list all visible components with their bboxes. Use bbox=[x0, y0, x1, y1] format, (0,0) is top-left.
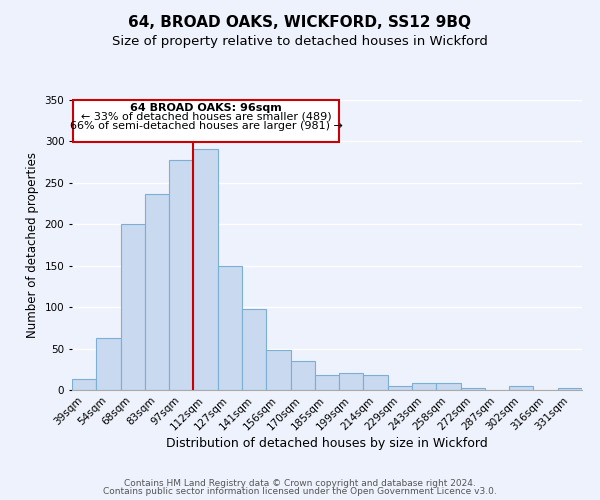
Bar bbox=[121, 224, 145, 390]
Text: ← 33% of detached houses are smaller (489): ← 33% of detached houses are smaller (48… bbox=[81, 112, 331, 122]
Bar bbox=[169, 160, 193, 390]
Text: 66% of semi-detached houses are larger (981) →: 66% of semi-detached houses are larger (… bbox=[70, 120, 343, 130]
X-axis label: Distribution of detached houses by size in Wickford: Distribution of detached houses by size … bbox=[166, 438, 488, 450]
FancyBboxPatch shape bbox=[73, 100, 339, 142]
Bar bbox=[509, 386, 533, 390]
Bar bbox=[412, 384, 436, 390]
Text: Contains HM Land Registry data © Crown copyright and database right 2024.: Contains HM Land Registry data © Crown c… bbox=[124, 478, 476, 488]
Text: 64, BROAD OAKS, WICKFORD, SS12 9BQ: 64, BROAD OAKS, WICKFORD, SS12 9BQ bbox=[128, 15, 472, 30]
Text: Contains public sector information licensed under the Open Government Licence v3: Contains public sector information licen… bbox=[103, 487, 497, 496]
Bar bbox=[266, 350, 290, 390]
Bar bbox=[145, 194, 169, 390]
Bar bbox=[436, 384, 461, 390]
Bar bbox=[218, 266, 242, 390]
Bar bbox=[558, 388, 582, 390]
Bar bbox=[193, 149, 218, 390]
Bar bbox=[315, 375, 339, 390]
Bar bbox=[96, 338, 121, 390]
Bar bbox=[388, 386, 412, 390]
Y-axis label: Number of detached properties: Number of detached properties bbox=[26, 152, 39, 338]
Text: Size of property relative to detached houses in Wickford: Size of property relative to detached ho… bbox=[112, 35, 488, 48]
Bar bbox=[339, 374, 364, 390]
Bar bbox=[72, 379, 96, 390]
Text: 64 BROAD OAKS: 96sqm: 64 BROAD OAKS: 96sqm bbox=[130, 104, 282, 114]
Bar bbox=[290, 361, 315, 390]
Bar bbox=[364, 375, 388, 390]
Bar bbox=[242, 309, 266, 390]
Bar bbox=[461, 388, 485, 390]
